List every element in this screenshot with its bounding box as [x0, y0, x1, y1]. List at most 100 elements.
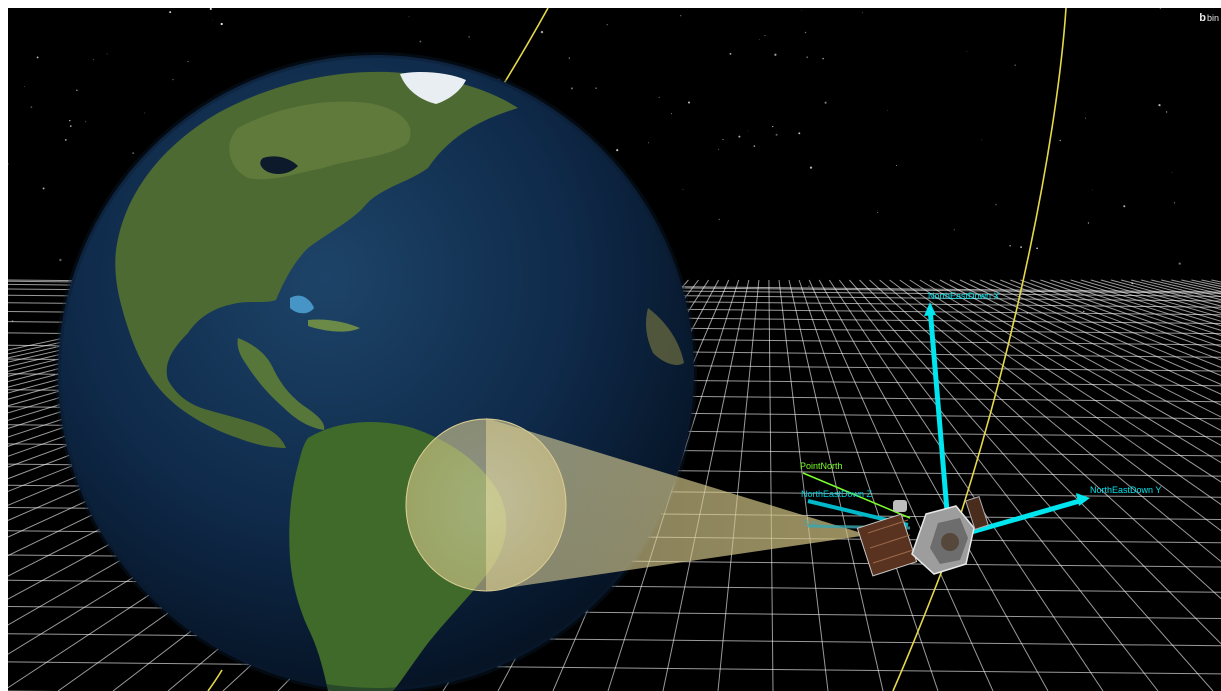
- star: [1083, 310, 1085, 313]
- star: [772, 126, 774, 128]
- satellite-icon[interactable]: [856, 495, 989, 577]
- star: [729, 52, 732, 55]
- solar-panel: [856, 513, 918, 577]
- grid-line: [849, 279, 1214, 691]
- sensor-cone[interactable]: [405, 418, 868, 592]
- north-america-landmass: [115, 71, 519, 449]
- star: [540, 30, 544, 34]
- star: [8, 163, 9, 165]
- star: [1059, 139, 1061, 142]
- grid-line: [1171, 279, 1221, 292]
- star: [759, 39, 760, 41]
- star: [886, 110, 888, 111]
- star: [169, 11, 172, 14]
- grid-line: [778, 279, 829, 691]
- star: [59, 258, 62, 262]
- grid-line: [8, 279, 357, 359]
- star: [718, 148, 719, 150]
- sun-label: Sun: [803, 518, 819, 528]
- grid-line: [909, 279, 1221, 483]
- grid-line: [859, 279, 1221, 645]
- grid-line: [717, 279, 760, 691]
- star: [1036, 247, 1038, 250]
- star: [93, 59, 94, 61]
- grid-line: [969, 279, 1221, 395]
- star: [106, 53, 108, 55]
- solar-panel-2: [965, 495, 989, 531]
- star: [85, 121, 87, 123]
- satellite-boom: [893, 500, 907, 512]
- grid-line: [939, 279, 1221, 431]
- star: [1158, 104, 1161, 107]
- grid-line: [879, 279, 1221, 563]
- star: [1092, 189, 1093, 191]
- x-axis-arrowhead: [924, 302, 936, 316]
- orbit-path-3: [207, 669, 223, 691]
- central-america-landmass: [237, 338, 325, 430]
- star: [862, 12, 864, 14]
- star: [671, 113, 673, 115]
- greenland-landmass: [400, 72, 466, 104]
- grid-line: [8, 279, 337, 351]
- grid-line: [990, 279, 1221, 377]
- earth-globe-icon[interactable]: [55, 52, 697, 691]
- star: [1159, 8, 1161, 10]
- star: [468, 36, 470, 38]
- star: [570, 87, 573, 90]
- grid-line: [808, 279, 994, 691]
- grid-line: [1000, 279, 1221, 368]
- grid-line: [798, 279, 939, 691]
- grid-line: [1020, 279, 1221, 354]
- grid-line: [949, 279, 1221, 418]
- z-axis-label: NorthEastDown Z: [801, 489, 873, 499]
- star: [1087, 222, 1090, 224]
- star: [682, 189, 684, 190]
- star: [953, 229, 955, 231]
- star: [822, 57, 824, 60]
- star: [747, 130, 749, 132]
- star: [212, 19, 213, 21]
- star: [187, 61, 189, 63]
- x-axis-line: [927, 307, 951, 524]
- star: [1178, 262, 1181, 265]
- grid-line: [1211, 279, 1221, 283]
- 3d-viewport[interactable]: NorthEastDown X NorthEastDown Y NorthEas…: [8, 8, 1221, 691]
- grid-line: [1010, 279, 1221, 361]
- star: [764, 34, 766, 37]
- grid-line: [919, 279, 1221, 464]
- star: [1020, 246, 1023, 249]
- star: [70, 125, 72, 127]
- star: [981, 139, 982, 141]
- africa-edge: [645, 308, 684, 365]
- star: [209, 8, 212, 11]
- star: [408, 16, 410, 18]
- bing-attribution[interactable]: b bin: [1199, 12, 1219, 24]
- star: [1123, 205, 1126, 208]
- grid-line: [8, 661, 1221, 675]
- grid-line: [980, 279, 1221, 385]
- star: [966, 51, 968, 53]
- star: [995, 203, 997, 206]
- star: [718, 218, 721, 221]
- star: [1173, 202, 1176, 204]
- star: [616, 149, 619, 152]
- star: [132, 152, 135, 155]
- star: [1009, 245, 1011, 247]
- bing-logo-text: bin: [1206, 13, 1219, 23]
- star: [144, 112, 146, 114]
- star: [1014, 64, 1016, 66]
- point-north-line: [802, 472, 911, 519]
- star: [808, 285, 810, 287]
- star: [658, 96, 660, 98]
- star: [64, 138, 67, 141]
- scene-canvas[interactable]: NorthEastDown X NorthEastDown Y NorthEas…: [8, 8, 1221, 691]
- star: [687, 101, 691, 104]
- caribbean-islands: [308, 319, 360, 332]
- grid-line: [959, 279, 1221, 406]
- star: [824, 101, 827, 104]
- star: [753, 145, 756, 147]
- grid-line: [8, 279, 347, 355]
- star: [1171, 172, 1173, 173]
- grid-line: [788, 279, 884, 691]
- great-lakes: [260, 156, 298, 174]
